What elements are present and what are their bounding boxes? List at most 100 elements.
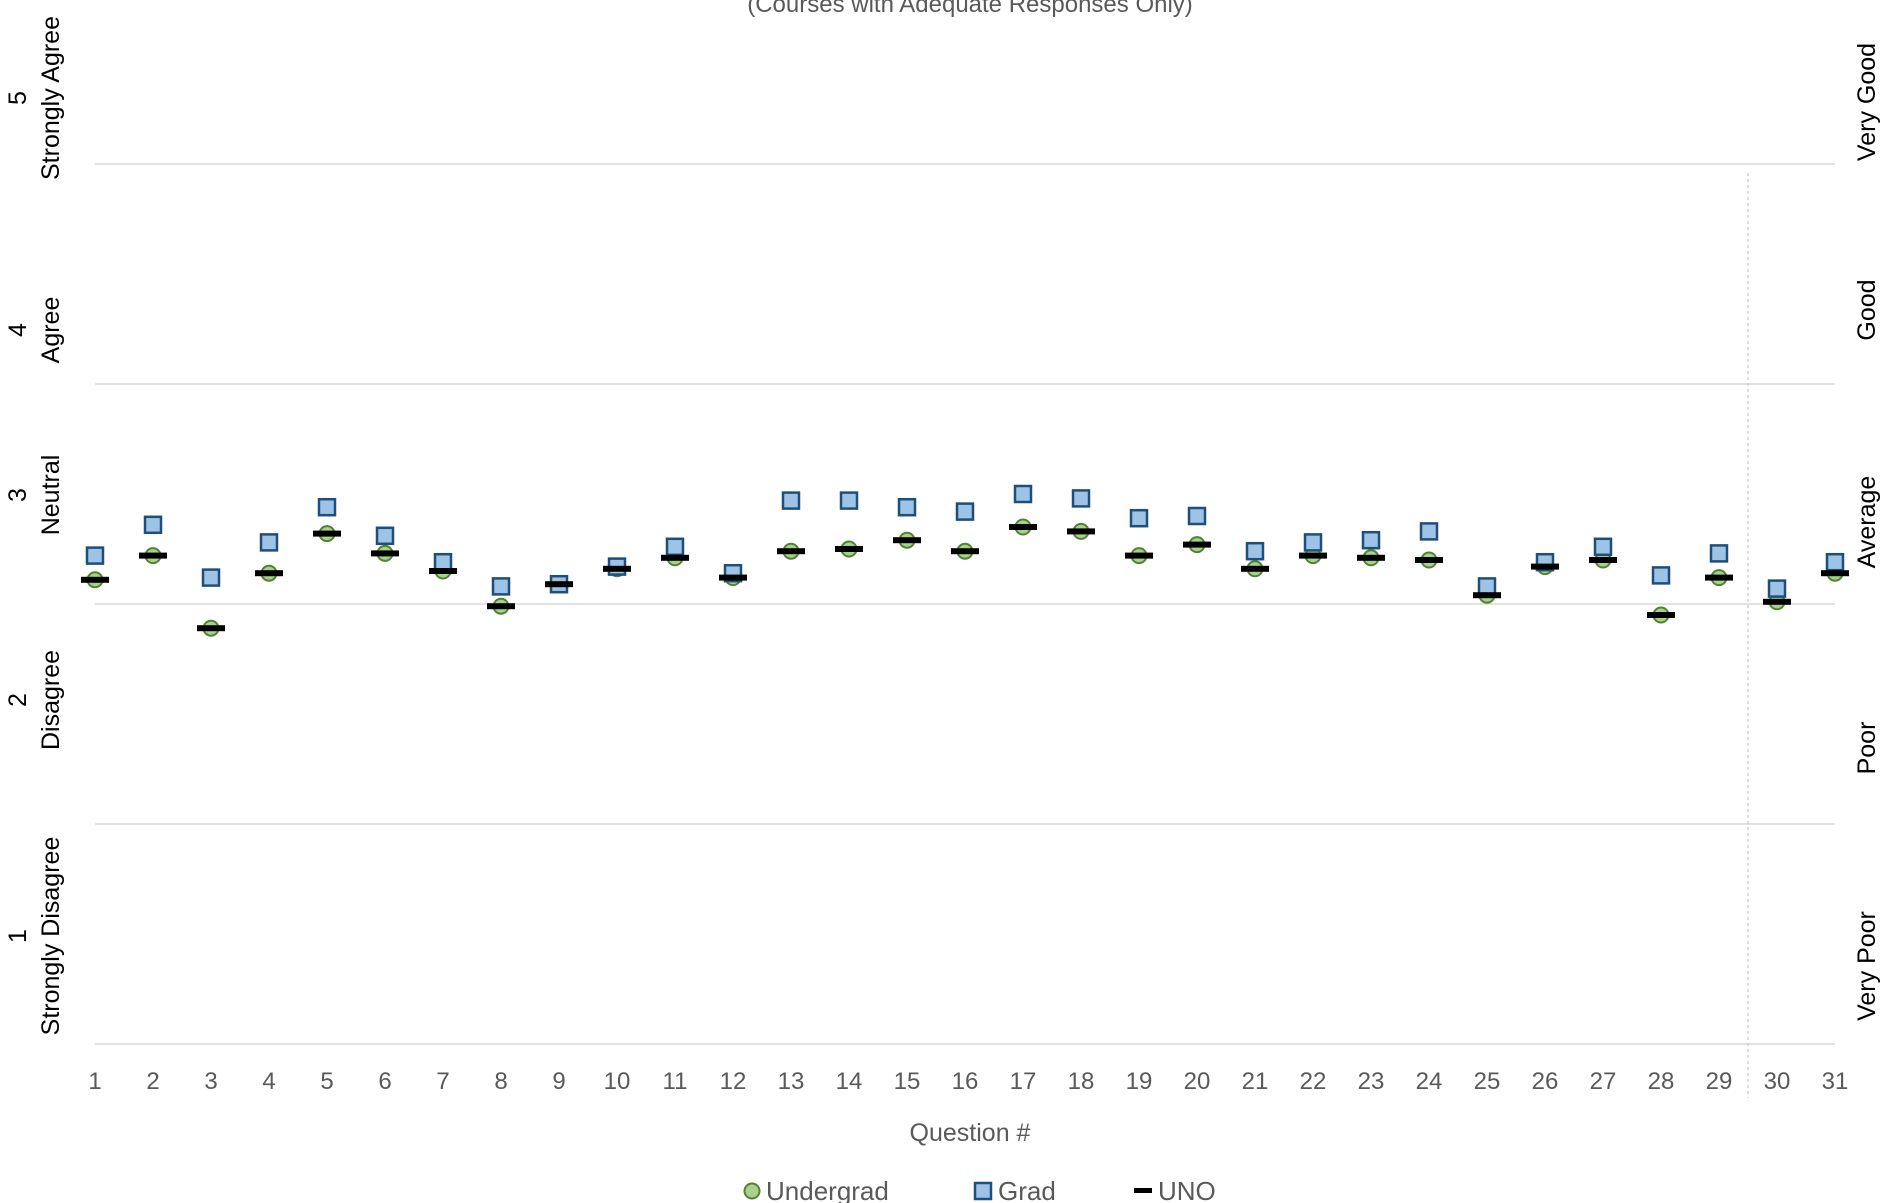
uno-point — [255, 570, 283, 577]
uno-point — [371, 550, 399, 557]
uno-point — [1357, 554, 1385, 561]
uno-point — [197, 625, 225, 632]
x-tick-label: 8 — [494, 1068, 507, 1095]
x-axis-tick-labels: 1 2 3 4 5 6 7 8 9 10 11 12 13 14 15 16 17 18 19 20 21 22 23 24 2… — [88, 1068, 1848, 1095]
x-tick-label: 29 — [1706, 1068, 1733, 1095]
grad-point — [317, 497, 337, 517]
uno-point — [777, 548, 805, 555]
uno-point — [951, 548, 979, 555]
x-tick-label: 25 — [1474, 1068, 1501, 1095]
uno-point — [1067, 528, 1095, 535]
left-axis-label: Neutral — [37, 455, 65, 536]
x-tick-label: 16 — [952, 1068, 979, 1095]
uno-point — [603, 565, 631, 572]
legend: Undergrad Grad UNO — [743, 1176, 1216, 1203]
left-axis-number: 1 — [4, 929, 32, 943]
grad-point — [781, 491, 801, 510]
x-tick-label: 21 — [1242, 1068, 1269, 1095]
grad-point — [1245, 541, 1265, 561]
uno-point — [429, 568, 457, 574]
uno-point — [1821, 570, 1849, 577]
grad-point — [143, 515, 163, 535]
grad-point — [1825, 552, 1845, 572]
grad-point — [375, 526, 395, 546]
grad-point — [85, 546, 105, 565]
uno-point — [81, 576, 109, 583]
uno-point — [1009, 524, 1037, 530]
uno-point — [835, 546, 863, 552]
x-tick-label: 23 — [1358, 1068, 1385, 1095]
left-axis-number: 2 — [4, 693, 32, 707]
grad-point — [201, 568, 221, 587]
grad-point — [433, 552, 453, 572]
uno-point — [545, 581, 573, 588]
uno-point — [1473, 592, 1501, 599]
uno-point — [893, 537, 921, 544]
uno-point — [487, 603, 515, 610]
right-axis-labels: Very Good Good Average Poor Very Poor — [1853, 43, 1881, 1021]
grad-point — [839, 491, 859, 510]
grad-point — [1303, 533, 1323, 552]
uno-point — [719, 574, 747, 581]
left-axis-label: Agree — [37, 297, 65, 364]
legend-undergrad-label: Undergrad — [766, 1176, 889, 1203]
left-axis-number: 5 — [4, 91, 32, 105]
x-tick-label: 26 — [1532, 1068, 1559, 1095]
grad-point — [1013, 484, 1033, 504]
grad-point — [491, 577, 511, 596]
legend-uno-marker — [1134, 1188, 1152, 1193]
x-tick-label: 14 — [836, 1068, 863, 1095]
legend-uno-label: UNO — [1158, 1176, 1216, 1203]
x-tick-label: 27 — [1590, 1068, 1617, 1095]
uno-point — [661, 554, 689, 561]
data-marks — [81, 484, 1849, 637]
right-axis-label: Very Good — [1853, 43, 1881, 161]
x-tick-label: 30 — [1764, 1068, 1791, 1095]
uno-point — [1589, 557, 1617, 563]
x-tick-label: 1 — [88, 1068, 101, 1095]
legend-undergrad-marker — [743, 1182, 761, 1200]
grad-point — [665, 537, 685, 557]
grad-point — [1709, 544, 1729, 563]
left-axis-labels: 5 Strongly Agree 4 Agree 3 Neutral 2 Disagree 1 S… — [4, 16, 65, 1035]
uno-point — [1415, 557, 1443, 563]
left-axis-label: Strongly Disagree — [37, 837, 65, 1036]
x-tick-label: 18 — [1068, 1068, 1095, 1095]
x-tick-label: 9 — [552, 1068, 565, 1095]
grad-point — [955, 502, 975, 521]
chart-subtitle: (Courses with Adequate Responses Only) — [747, 0, 1193, 18]
grad-point — [1593, 537, 1613, 557]
x-tick-label: 10 — [604, 1068, 631, 1095]
left-axis-number: 4 — [4, 323, 32, 337]
uno-point — [1531, 563, 1559, 570]
left-axis-label: Disagree — [37, 650, 65, 750]
x-tick-label: 19 — [1126, 1068, 1153, 1095]
x-tick-label: 13 — [778, 1068, 805, 1095]
right-axis-label: Very Poor — [1853, 911, 1881, 1021]
x-tick-label: 17 — [1010, 1068, 1037, 1095]
grad-point — [1187, 506, 1207, 526]
x-tick-label: 3 — [204, 1068, 217, 1095]
grad-point — [1129, 508, 1149, 528]
x-tick-label: 5 — [320, 1068, 333, 1095]
uno-point — [1763, 598, 1791, 605]
uno-point — [1183, 541, 1211, 548]
x-tick-label: 11 — [663, 1068, 688, 1095]
x-tick-label: 24 — [1416, 1068, 1443, 1095]
uno-point — [1241, 565, 1269, 572]
uno-point — [1299, 552, 1327, 559]
x-tick-label: 2 — [146, 1068, 159, 1095]
x-tick-label: 4 — [262, 1068, 275, 1095]
uno-point — [313, 530, 341, 537]
grad-point — [1361, 530, 1381, 550]
x-axis-label: Question # — [910, 1119, 1031, 1147]
right-axis-label: Good — [1853, 279, 1881, 340]
right-axis-label: Poor — [1853, 722, 1881, 775]
grad-point — [897, 497, 917, 517]
x-tick-label: 15 — [894, 1068, 921, 1095]
left-axis-label: Strongly Agree — [37, 16, 65, 180]
uno-point — [139, 552, 167, 559]
x-tick-label: 7 — [436, 1068, 449, 1095]
legend-grad-label: Grad — [998, 1176, 1056, 1203]
